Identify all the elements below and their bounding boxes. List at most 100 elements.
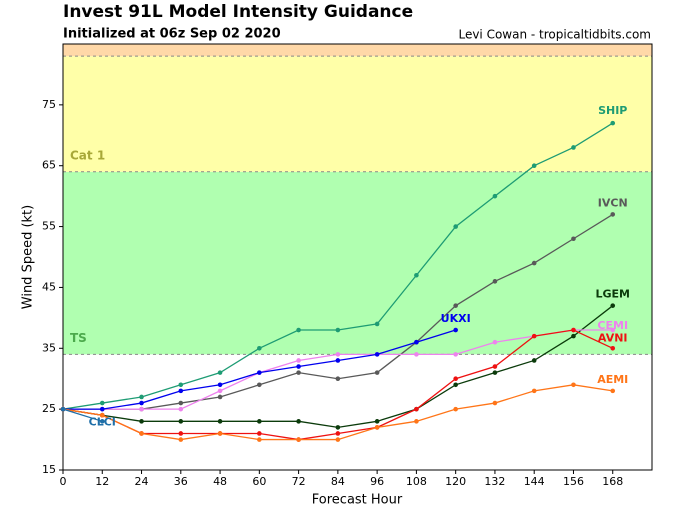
series-point <box>610 388 616 394</box>
series-point <box>414 339 419 345</box>
x-tick-label: 72 <box>292 475 306 488</box>
series-point <box>178 431 184 436</box>
series-point <box>492 400 498 406</box>
series-point <box>178 406 184 412</box>
series-point <box>531 388 537 394</box>
series-point <box>335 437 341 442</box>
credit: Levi Cowan - tropicaltidbits.com <box>458 28 651 42</box>
x-tick-label: 144 <box>524 475 545 488</box>
series-label: AVNI <box>598 331 628 344</box>
series-point <box>453 224 458 229</box>
y-axis-label: Wind Speed (kt) <box>21 205 36 309</box>
series-point <box>453 376 458 382</box>
series-point <box>571 236 576 242</box>
series-point <box>296 437 301 442</box>
series-point <box>257 370 262 375</box>
series-point <box>610 303 616 308</box>
series-point <box>99 400 105 406</box>
x-tick-label: 168 <box>602 475 623 488</box>
series-point <box>335 352 341 357</box>
series-point <box>374 352 380 357</box>
series-point <box>257 419 262 424</box>
series-point <box>257 345 262 351</box>
series-line <box>62 408 103 422</box>
series-label: LGEM <box>595 288 630 301</box>
series-point <box>453 352 458 357</box>
series-label: UKXI <box>441 312 471 325</box>
series-point <box>374 425 380 430</box>
series-point <box>531 163 537 169</box>
y-tick-label: 45 <box>42 280 56 293</box>
y-tick-label: 35 <box>42 341 56 354</box>
x-tick-label: 12 <box>95 475 109 488</box>
series-point <box>257 382 262 388</box>
series-point <box>178 419 184 424</box>
intensity-band <box>63 44 652 57</box>
series-point <box>610 345 616 351</box>
x-tick-label: 48 <box>213 475 227 488</box>
series-point <box>374 321 380 327</box>
series-point <box>610 212 616 217</box>
intensity-band <box>63 56 652 172</box>
series-point <box>99 419 105 424</box>
series-point <box>335 358 341 363</box>
series-point <box>99 406 105 412</box>
series-point <box>492 193 498 199</box>
series-point <box>492 370 498 375</box>
series-point <box>492 364 498 369</box>
series-label: SHIP <box>598 104 627 117</box>
series-point <box>296 419 301 424</box>
series-point <box>296 327 301 333</box>
x-tick-label: 60 <box>252 475 266 488</box>
y-tick-label: 15 <box>42 463 56 476</box>
series-point <box>178 388 184 394</box>
series-point <box>296 364 301 369</box>
series-point <box>257 431 262 436</box>
series-point <box>335 327 341 333</box>
series-point <box>139 400 144 406</box>
series-point <box>453 327 458 333</box>
series-label: CEMI <box>597 319 628 332</box>
series-point <box>217 431 223 436</box>
series-point <box>296 358 301 363</box>
series-point <box>217 419 223 424</box>
x-tick-label: 156 <box>563 475 584 488</box>
series-point <box>139 431 144 436</box>
band-label: TS <box>70 331 87 345</box>
y-tick-label: 75 <box>42 98 56 111</box>
series-point <box>217 382 223 388</box>
x-tick-label: 24 <box>135 475 149 488</box>
series-point <box>217 394 223 400</box>
band-label: Cat 1 <box>70 148 105 162</box>
x-tick-label: 96 <box>370 475 384 488</box>
series-point <box>571 333 576 339</box>
series-label: CLCI <box>89 415 116 428</box>
series-point <box>335 376 341 382</box>
series-point <box>217 388 223 394</box>
chart-title: Invest 91L Model Intensity Guidance <box>63 2 413 22</box>
x-tick-label: 36 <box>174 475 188 488</box>
series-label: AEMI <box>597 373 628 386</box>
series-point <box>531 358 537 363</box>
series-point <box>335 431 341 436</box>
series-point <box>571 145 576 150</box>
series-point <box>414 352 419 357</box>
series-point <box>453 382 458 388</box>
series-point <box>335 425 341 430</box>
series-point <box>257 437 262 442</box>
series-point <box>414 272 419 278</box>
series-point <box>453 303 458 308</box>
series-point <box>374 370 380 375</box>
series-point <box>60 406 66 412</box>
x-tick-label: 84 <box>331 475 345 488</box>
x-tick-label: 0 <box>60 475 67 488</box>
series-point <box>178 400 184 406</box>
intensity-band <box>63 171 652 355</box>
series-point <box>531 333 537 339</box>
series-point <box>610 327 616 333</box>
series-point <box>492 339 498 345</box>
chart-subtitle: Initialized at 06z Sep 02 2020 <box>63 27 281 42</box>
series-point <box>296 370 301 375</box>
series-point <box>139 419 144 424</box>
